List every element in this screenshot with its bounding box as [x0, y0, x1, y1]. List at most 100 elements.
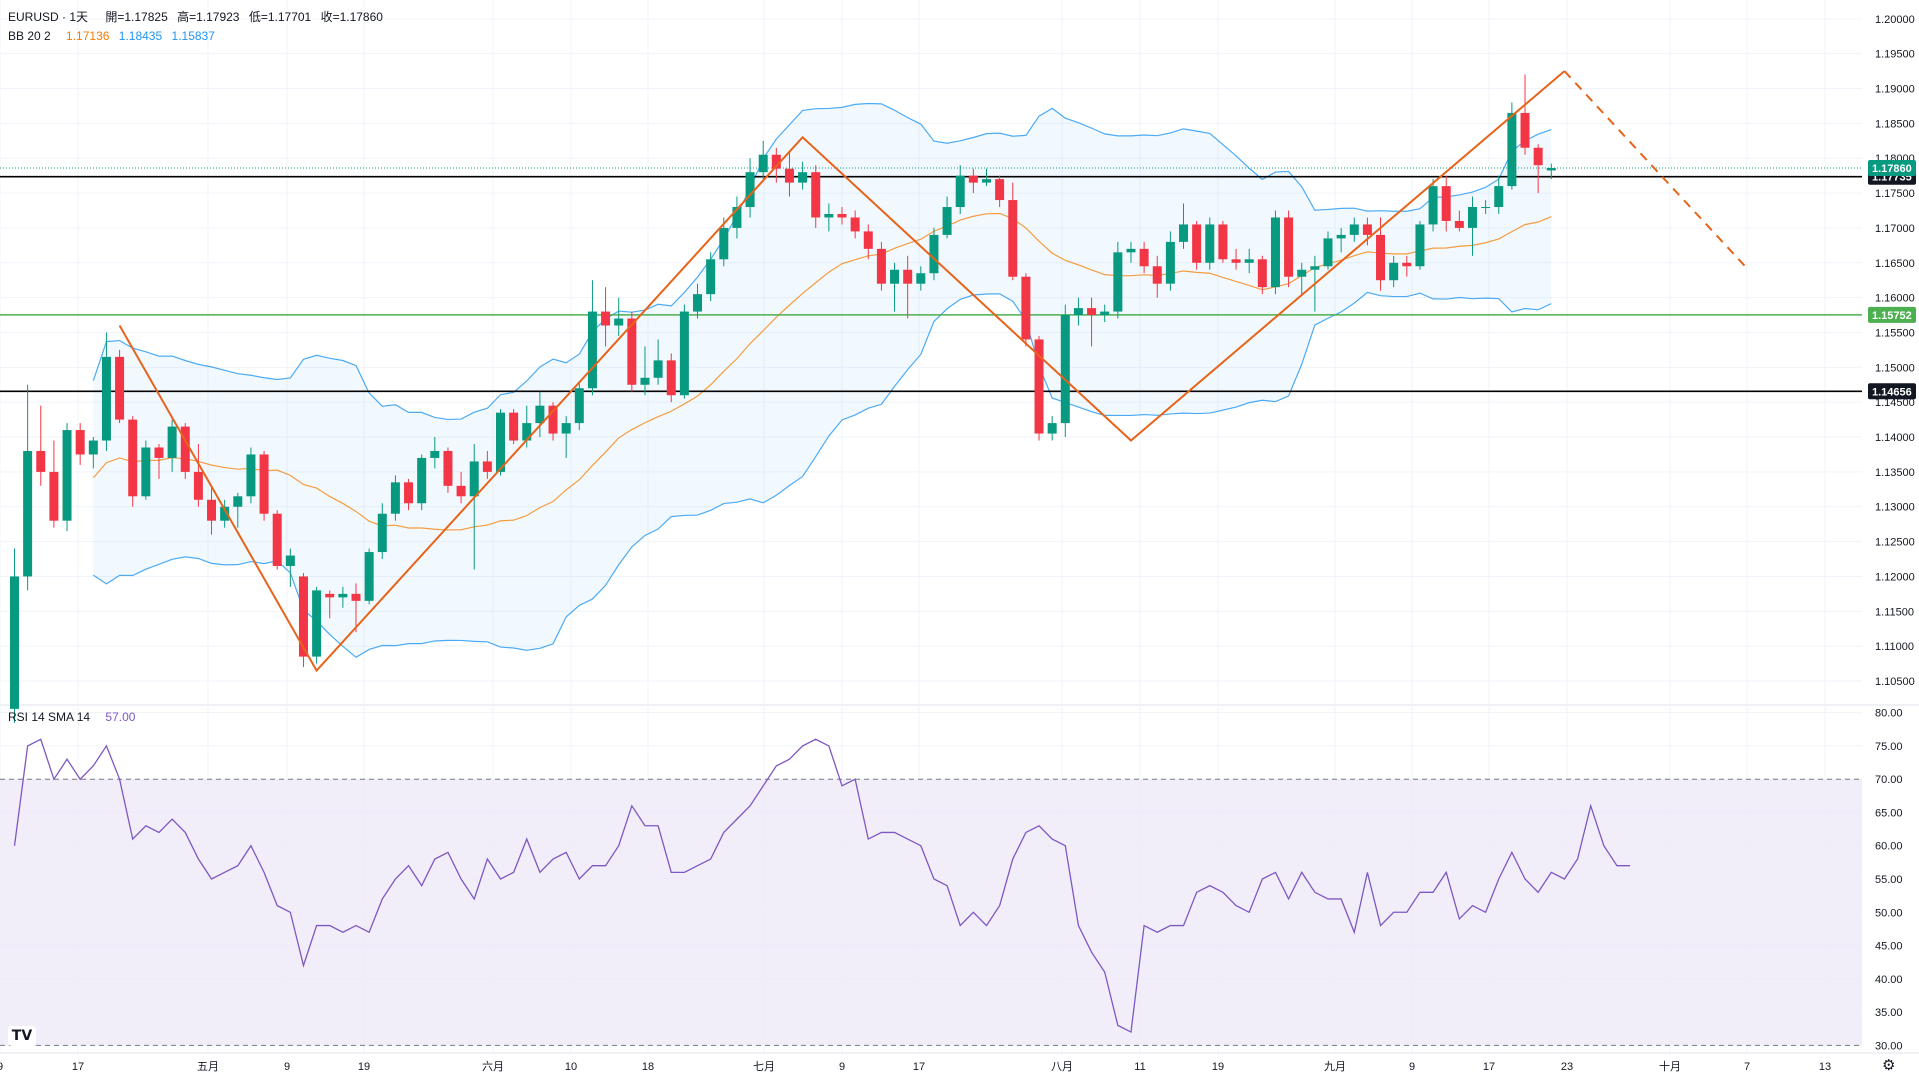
rsi-axis-tick-label: 50.00	[1875, 907, 1903, 919]
candle-body	[312, 590, 322, 657]
level-price-tag: 1.14656	[1872, 386, 1912, 398]
candle-body	[784, 168, 794, 183]
candle-body	[75, 430, 85, 455]
candle-body	[719, 227, 729, 260]
rsi-legend[interactable]: RSI 14 SMA 14 57.00	[8, 710, 141, 724]
candle-body	[837, 213, 847, 218]
candle-body	[338, 593, 348, 598]
bb-legend[interactable]: BB 20 2 1.17136 1.18435 1.15837	[8, 29, 221, 43]
price-axis-tick-label: 1.19500	[1875, 49, 1915, 61]
symbol-label[interactable]: EURUSD · 1天	[8, 10, 89, 24]
level-price-tag: 1.15752	[1872, 310, 1912, 322]
candle-body	[469, 461, 479, 497]
candle-body	[141, 447, 151, 497]
time-axis-label: 18	[642, 1061, 654, 1073]
candle-body	[981, 179, 991, 183]
tradingview-logo-icon[interactable]: TV	[8, 1026, 36, 1046]
candle-body	[1336, 234, 1346, 239]
candle-body	[298, 576, 308, 657]
time-axis-label: 五月	[197, 1061, 219, 1073]
rsi-axis-tick-label: 45.00	[1875, 941, 1903, 953]
candle-body	[10, 576, 19, 709]
candle-body	[968, 175, 978, 183]
candle-body	[1165, 241, 1175, 284]
candle-body	[325, 593, 335, 598]
candle-body	[180, 426, 190, 472]
time-axis-label: 十月	[1659, 1059, 1681, 1073]
price-axis-tick-label: 1.16000	[1875, 293, 1915, 305]
candle-body	[758, 154, 768, 173]
rsi-axis-tick-label: 35.00	[1875, 1007, 1903, 1019]
candle-body	[890, 269, 900, 284]
price-axis-tick-label: 1.13500	[1875, 467, 1915, 479]
rsi-axis-tick-label: 75.00	[1875, 741, 1903, 753]
candle-body	[640, 377, 650, 385]
close-value: 收=1.17860	[320, 10, 383, 24]
candle-body	[679, 311, 689, 396]
high-value: 高=1.17923	[177, 10, 240, 24]
candle-body	[364, 552, 374, 601]
time-axis-label: 19	[358, 1061, 370, 1073]
rsi-name: RSI 14 SMA 14	[8, 710, 91, 724]
price-axis-tick-label: 1.16500	[1875, 258, 1915, 270]
price-axis-tick-label: 1.11500	[1875, 606, 1914, 618]
candle-body	[771, 154, 781, 169]
candle-body	[850, 217, 860, 232]
candle-body	[1205, 224, 1215, 263]
rsi-band-fill	[0, 779, 1862, 1046]
time-axis-label: 七月	[753, 1060, 775, 1073]
candle-body	[1297, 269, 1307, 277]
candle-body	[456, 485, 466, 497]
time-axis-label: 19	[1212, 1061, 1224, 1073]
candle-body	[1402, 262, 1412, 267]
candle-body	[1218, 224, 1228, 260]
candle-body	[1467, 207, 1477, 228]
time-axis-label: 9	[1409, 1061, 1415, 1073]
candle-body	[1520, 112, 1530, 148]
time-axis-label: 九月	[1324, 1060, 1346, 1073]
time-axis-label: 11	[1134, 1061, 1145, 1073]
candle-body	[1244, 259, 1254, 263]
candle-body	[1152, 266, 1162, 284]
candle-body	[522, 423, 532, 441]
rsi-axis-tick-label: 70.00	[1875, 774, 1903, 786]
level-price-tag-bg	[1868, 383, 1916, 400]
candle-body	[1415, 224, 1425, 267]
candle-body	[1008, 200, 1018, 277]
candle-body	[101, 356, 111, 441]
candle-body	[246, 454, 256, 497]
candle-body	[1533, 147, 1543, 166]
candle-body	[798, 172, 808, 183]
candle-body	[1257, 259, 1267, 288]
gear-icon[interactable]: ⚙	[1882, 1056, 1896, 1074]
candle-body	[193, 471, 203, 500]
candle-body	[495, 412, 505, 472]
price-axis-tick-label: 1.14000	[1875, 432, 1915, 444]
price-axis-tick-label: 1.17500	[1875, 188, 1915, 200]
pattern-zigzag-line	[118, 70, 1566, 673]
candle-body	[1481, 207, 1491, 209]
candle-body	[1376, 234, 1386, 281]
candle-body	[1060, 315, 1070, 424]
price-axis-tick-label: 1.12500	[1875, 537, 1915, 549]
candle-body	[574, 388, 584, 424]
candle-body	[811, 172, 821, 218]
candle-body	[1507, 112, 1517, 187]
time-axis-label: 13	[1819, 1061, 1831, 1073]
time-axis-label: 9	[839, 1061, 845, 1073]
candle-body	[1323, 238, 1333, 267]
time-axis-label: 六月	[482, 1060, 504, 1073]
candle-body	[614, 318, 624, 326]
time-axis-label: 9	[0, 1061, 3, 1073]
candle-body	[430, 450, 440, 458]
candle-body	[259, 454, 269, 514]
bb-upper-line	[92, 102, 1552, 421]
candle-body	[482, 461, 492, 472]
candle-body	[23, 450, 33, 577]
candle-body	[1428, 186, 1438, 225]
bb-name: BB 20 2	[8, 29, 51, 43]
candle-body	[535, 405, 545, 424]
candle-body	[443, 450, 453, 486]
candle-body	[587, 311, 597, 389]
